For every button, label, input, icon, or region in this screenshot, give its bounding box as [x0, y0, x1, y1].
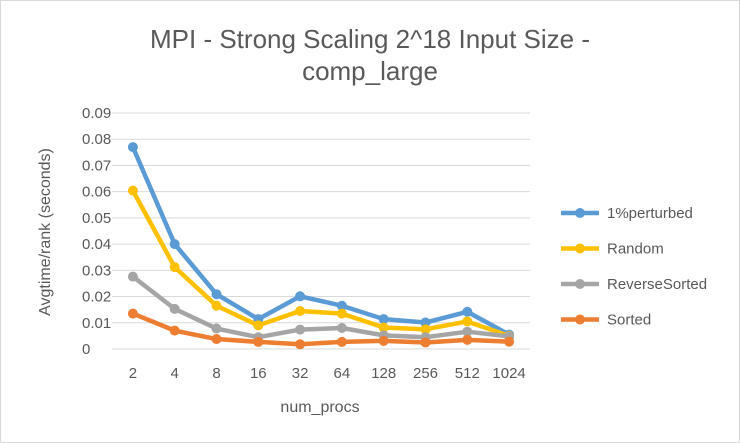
- series-line: [130, 311, 512, 347]
- data-point: [127, 185, 138, 196]
- legend-item: 1%perturbed: [561, 205, 693, 222]
- gridlines: [112, 112, 530, 350]
- x-tick-label: 16: [250, 365, 267, 382]
- legend-label: 1%perturbed: [607, 205, 693, 222]
- data-point: [169, 303, 180, 314]
- x-axis-ticks: 2 4 8 16 32 64 128 256 512 1024: [129, 365, 526, 382]
- x-tick-label: 8: [212, 365, 220, 382]
- y-tick-label: 0.09: [82, 105, 111, 122]
- data-point: [336, 323, 347, 334]
- x-tick-label: 1024: [492, 365, 525, 382]
- x-tick-label: 64: [334, 365, 351, 382]
- legend-label: Random: [607, 241, 664, 258]
- data-point: [127, 271, 138, 282]
- data-point: [462, 334, 473, 345]
- data-point: [336, 308, 347, 319]
- x-axis-label: num_procs: [280, 399, 359, 416]
- data-point: [504, 336, 515, 347]
- legend-item: ReverseSorted: [561, 276, 707, 293]
- series-0: [127, 142, 515, 340]
- legend-swatch-marker: [575, 243, 585, 254]
- data-point: [295, 324, 306, 335]
- series-line: [130, 144, 512, 337]
- legend: 1%perturbed Random ReverseSorted Sorted: [561, 205, 707, 329]
- legend-label: Sorted: [607, 312, 651, 329]
- data-point: [295, 339, 306, 350]
- y-tick-label: 0.06: [82, 184, 111, 201]
- legend-swatch-marker: [575, 279, 585, 289]
- x-tick-label: 4: [171, 365, 179, 382]
- x-tick-label: 128: [371, 365, 396, 382]
- data-point: [462, 316, 473, 327]
- data-point: [253, 336, 264, 347]
- y-tick-label: 0.04: [82, 236, 111, 253]
- data-point: [211, 289, 222, 300]
- y-tick-label: 0.08: [82, 131, 111, 148]
- legend-swatch-marker: [575, 314, 585, 325]
- data-point: [169, 325, 180, 336]
- series-lines: [127, 142, 515, 350]
- chart-title-line-2: comp_large: [302, 56, 438, 86]
- data-point: [211, 323, 222, 334]
- data-point: [378, 335, 389, 346]
- y-axis-label: Avgtime/rank (seconds): [37, 148, 54, 316]
- data-point: [169, 239, 180, 250]
- data-point: [462, 306, 473, 317]
- chart-title-line-1: MPI - Strong Scaling 2^18 Input Size -: [150, 24, 590, 54]
- data-point: [211, 334, 222, 345]
- data-point: [420, 324, 431, 335]
- data-point: [336, 300, 347, 311]
- x-tick-label: 512: [455, 365, 480, 382]
- legend-swatch-marker: [575, 208, 585, 218]
- data-point: [295, 291, 306, 302]
- data-point: [295, 305, 306, 316]
- data-point: [253, 320, 264, 331]
- legend-item: Random: [561, 241, 664, 258]
- data-point: [211, 300, 222, 311]
- data-point: [420, 337, 431, 348]
- legend-label: ReverseSorted: [607, 276, 707, 293]
- x-tick-label: 2: [129, 365, 137, 382]
- series-line: [130, 188, 512, 339]
- data-point: [378, 322, 389, 333]
- y-tick-label: 0: [82, 341, 90, 358]
- series-3: [127, 308, 515, 350]
- y-tick-label: 0.02: [82, 289, 111, 306]
- series-line: [130, 274, 512, 340]
- data-point: [127, 308, 138, 319]
- data-point: [378, 314, 389, 325]
- y-tick-label: 0.01: [82, 315, 111, 332]
- data-point: [127, 142, 138, 153]
- x-tick-label: 256: [413, 365, 438, 382]
- legend-item: Sorted: [561, 312, 651, 329]
- data-point: [169, 262, 180, 273]
- x-tick-label: 32: [292, 365, 309, 382]
- y-tick-label: 0.05: [82, 210, 111, 227]
- data-point: [336, 336, 347, 347]
- y-tick-label: 0.07: [82, 157, 111, 174]
- y-tick-label: 0.03: [82, 262, 111, 279]
- data-point: [462, 326, 473, 337]
- y-axis-ticks: 0 0.01 0.02 0.03 0.04 0.05 0.06 0.07 0.08 0.09: [82, 105, 111, 358]
- series-1: [127, 185, 515, 341]
